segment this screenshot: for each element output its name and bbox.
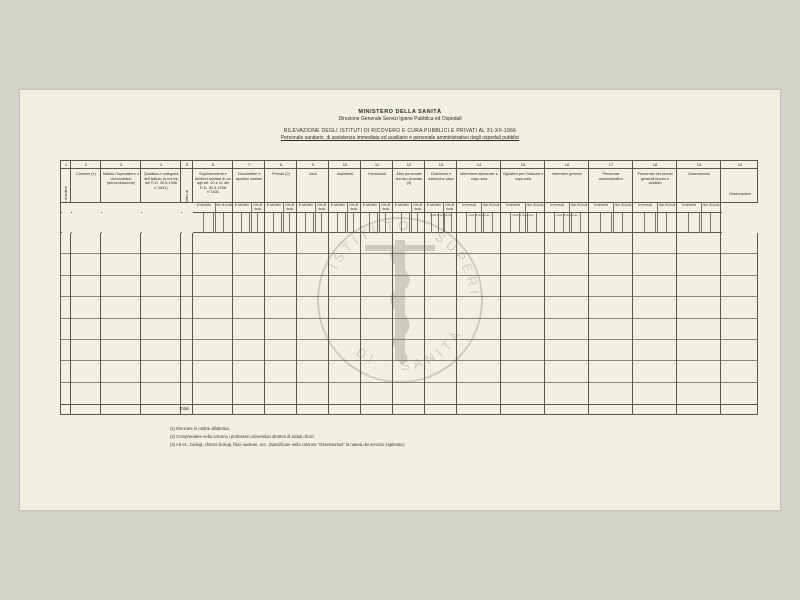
subheader-non-ruolo: non di ruolo (481, 203, 501, 213)
col-header: Personale dei servizi generali tecnici e… (633, 171, 677, 187)
footnote-2: (2) Comprendere nella colonna i professo… (170, 433, 405, 441)
col-header: Altro personale tecnico laureato (3) (393, 171, 425, 187)
col-header: Infermieri generici (545, 171, 589, 178)
subheader-non-ruolo: non di ruolo (443, 203, 457, 213)
footnote-3: (3) Ad es.: biologi, chimici-biologi, fi… (170, 441, 405, 449)
col-number: 12 (393, 161, 425, 169)
survey-title: RILEVAZIONE DEGLI ISTITUTI DI RICOVERO E… (20, 128, 780, 136)
subheader-in-servizio: in servizio (457, 203, 481, 213)
col-number: 13 (425, 161, 457, 169)
col-number: 15 (501, 161, 545, 169)
data-table-frame: 1Numero d'ordine2Comune (1)3Istituto Osp… (60, 160, 758, 415)
subheader-in-servizio: in servizio (193, 203, 215, 213)
col-header: Soprintendenti e direttori sanitari di c… (193, 171, 233, 196)
subheader-in-servizio: in servizio (677, 203, 701, 213)
col-number: 6 (193, 161, 233, 169)
col-header: Qualifica e categoria dell'istituto (a n… (141, 171, 181, 191)
col-header: Aiuti (297, 171, 329, 178)
col-header: Vicedirettori e Ispettori sanitari (233, 171, 265, 182)
subheader-non-ruolo: non di ruolo (411, 203, 425, 213)
form-header: MINISTERO DELLA SANITÀ Direzione General… (20, 90, 780, 143)
subheader-in-servizio: in servizio (393, 203, 411, 213)
totals-label: Totali (61, 404, 193, 414)
subheader-non-ruolo: non di ruolo (347, 203, 361, 213)
subheader-non-ruolo: non di ruolo (657, 203, 677, 213)
subheader-non-ruolo: non di ruolo (251, 203, 265, 213)
subheader-non-ruolo: non di ruolo (569, 203, 589, 213)
subheader-non-ruolo: non di ruolo (701, 203, 721, 213)
subheader-in-servizio: in servizio (297, 203, 315, 213)
col-header: Vigilatrici per l'infanzia e capo-sala (501, 171, 545, 182)
subheader-in-servizio: in servizio (425, 203, 443, 213)
subheader-in-servizio: in servizio (501, 203, 525, 213)
survey-subtitle: Personale sanitario, di assistenza immed… (20, 135, 780, 143)
col-number: 18 (633, 161, 677, 169)
col-number: 1 (61, 161, 71, 169)
col-header: Infermiere diplomate e capo-sala (457, 171, 501, 182)
col-number: 10 (329, 161, 361, 169)
col-number: 7 (233, 161, 265, 169)
directorate-line: Direzione Generale Servizi Igiene Pubbli… (20, 116, 780, 124)
col-number: 19 (677, 161, 721, 169)
subheader-non-ruolo: non di ruolo (283, 203, 297, 213)
col-header: Assistenti (329, 171, 361, 178)
subheader-non-ruolo: non di ruolo (525, 203, 545, 213)
subheader-in-servizio: in servizio (233, 203, 251, 213)
col-number: 5 (181, 161, 193, 169)
col-number: 3 (101, 161, 141, 169)
col-header: Personale amministrativo (589, 171, 633, 182)
subheader-non-ruolo: non di ruolo (379, 203, 393, 213)
col-number: 4 (141, 161, 181, 169)
subheader-in-servizio: in servizio (361, 203, 379, 213)
col-header: Osservazioni (721, 191, 759, 198)
col-header: Primari (2) (265, 171, 297, 178)
col-number: 14 (457, 161, 501, 169)
subheader-non-ruolo: non di ruolo (613, 203, 633, 213)
col-header: Istituto Ospedaliero o Universitario (de… (101, 171, 141, 187)
footnote-1: (1) Elencare in ordine alfabetico. (170, 425, 405, 433)
subheader-in-servizio: in servizio (545, 203, 569, 213)
col-header: Osservazioni (677, 171, 721, 178)
subheader-in-servizio: in servizio (589, 203, 613, 213)
subheader-non-ruolo: non di ruolo (215, 203, 233, 213)
subheader-in-servizio: in servizio (633, 203, 657, 213)
scanned-form-page: ISTITUTO · SUPERIORE DI · SANITÀ MINISTE… (20, 90, 780, 510)
subheader-non-ruolo: non di ruolo (315, 203, 329, 213)
subheader-in-servizio: in servizio (329, 203, 347, 213)
col-header: Comune (1) (71, 171, 101, 178)
col-number: 2 (71, 161, 101, 169)
col-header: Farmacisti (361, 171, 393, 178)
col-number: 19 (721, 161, 759, 169)
col-number: 16 (545, 161, 589, 169)
col-number: 11 (361, 161, 393, 169)
col-number: 8 (265, 161, 297, 169)
column-grid: 1Numero d'ordine2Comune (1)3Istituto Osp… (61, 161, 757, 414)
footnotes: (1) Elencare in ordine alfabetico. (2) C… (170, 425, 405, 449)
col-number: 17 (589, 161, 633, 169)
ministry-title: MINISTERO DELLA SANITÀ (20, 108, 780, 116)
col-header: Ostetriche e ostetriche capo (425, 171, 457, 182)
subheader-in-servizio: in servizio (265, 203, 283, 213)
col-number: 9 (297, 161, 329, 169)
